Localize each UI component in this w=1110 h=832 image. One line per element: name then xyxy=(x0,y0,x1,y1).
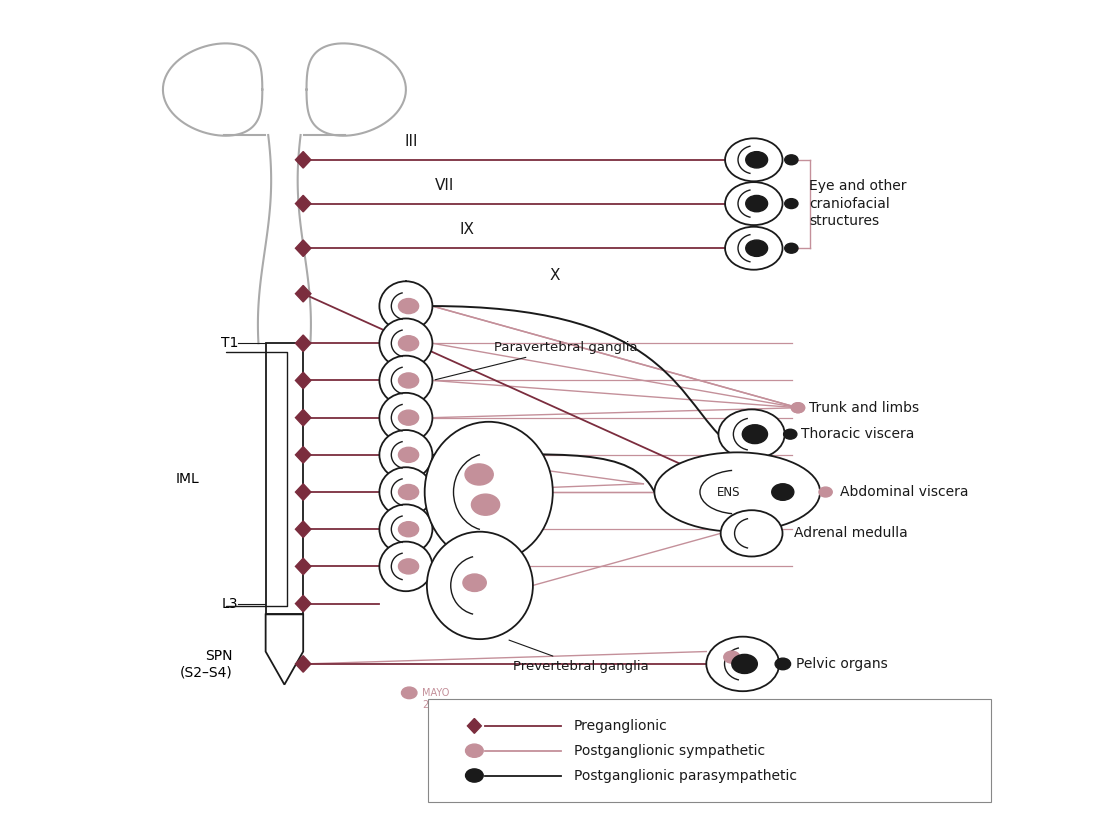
Polygon shape xyxy=(295,151,311,168)
FancyBboxPatch shape xyxy=(428,699,991,802)
Ellipse shape xyxy=(427,532,533,639)
Circle shape xyxy=(398,336,418,351)
Circle shape xyxy=(402,687,417,699)
Circle shape xyxy=(724,651,740,663)
Text: IX: IX xyxy=(460,222,474,237)
Polygon shape xyxy=(295,196,311,212)
Circle shape xyxy=(746,151,768,168)
Circle shape xyxy=(791,403,805,413)
Text: Thoracic viscera: Thoracic viscera xyxy=(801,427,915,441)
Ellipse shape xyxy=(725,182,783,225)
Circle shape xyxy=(791,403,805,413)
Circle shape xyxy=(465,464,493,485)
Text: X: X xyxy=(549,268,561,283)
Circle shape xyxy=(785,155,798,165)
Circle shape xyxy=(398,448,418,463)
Text: Preganglionic: Preganglionic xyxy=(574,719,667,733)
Polygon shape xyxy=(295,409,311,426)
Ellipse shape xyxy=(380,468,433,517)
Circle shape xyxy=(785,199,798,209)
Circle shape xyxy=(720,510,783,557)
Ellipse shape xyxy=(380,355,433,405)
Text: Prevertebral ganglia: Prevertebral ganglia xyxy=(509,640,648,673)
Text: Pelvic organs: Pelvic organs xyxy=(796,657,888,671)
Circle shape xyxy=(398,559,418,574)
Circle shape xyxy=(472,494,500,515)
Ellipse shape xyxy=(380,542,433,592)
Text: Postganglionic sympathetic: Postganglionic sympathetic xyxy=(574,744,765,758)
Circle shape xyxy=(785,243,798,253)
Ellipse shape xyxy=(655,453,820,532)
Text: 2014: 2014 xyxy=(423,701,447,711)
Circle shape xyxy=(398,299,418,314)
FancyBboxPatch shape xyxy=(265,344,303,614)
Ellipse shape xyxy=(380,430,433,479)
Text: L3: L3 xyxy=(222,597,238,611)
Circle shape xyxy=(771,483,794,500)
Polygon shape xyxy=(295,521,311,537)
Circle shape xyxy=(398,410,418,425)
Text: Postganglionic parasympathetic: Postganglionic parasympathetic xyxy=(574,769,797,783)
Text: IML: IML xyxy=(175,472,200,486)
Ellipse shape xyxy=(380,393,433,443)
Circle shape xyxy=(463,574,486,592)
Ellipse shape xyxy=(380,504,433,554)
Polygon shape xyxy=(295,335,311,352)
Polygon shape xyxy=(295,483,311,500)
Text: MAYO: MAYO xyxy=(423,688,450,698)
Ellipse shape xyxy=(425,422,553,562)
Circle shape xyxy=(746,196,768,212)
Circle shape xyxy=(398,373,418,388)
Text: III: III xyxy=(405,134,418,149)
Circle shape xyxy=(784,429,797,439)
Ellipse shape xyxy=(725,227,783,270)
Text: T1: T1 xyxy=(221,336,238,350)
Circle shape xyxy=(819,487,832,497)
Polygon shape xyxy=(295,285,311,302)
Circle shape xyxy=(465,769,483,782)
Circle shape xyxy=(746,240,768,256)
Polygon shape xyxy=(295,596,311,612)
Circle shape xyxy=(731,655,757,673)
Text: Adrenal medulla: Adrenal medulla xyxy=(794,527,907,540)
Ellipse shape xyxy=(718,409,785,459)
Text: Paravertebral ganglia: Paravertebral ganglia xyxy=(435,341,638,379)
Polygon shape xyxy=(265,614,303,685)
Polygon shape xyxy=(295,656,311,672)
Circle shape xyxy=(465,744,483,757)
Text: Eye and other
craniofacial
structures: Eye and other craniofacial structures xyxy=(809,180,907,228)
Text: Abdominal viscera: Abdominal viscera xyxy=(840,485,968,499)
Circle shape xyxy=(743,425,767,443)
Circle shape xyxy=(398,484,418,499)
Polygon shape xyxy=(295,240,311,256)
Ellipse shape xyxy=(725,138,783,181)
Circle shape xyxy=(398,522,418,537)
Polygon shape xyxy=(295,372,311,389)
Polygon shape xyxy=(295,447,311,463)
Text: VII: VII xyxy=(435,178,454,193)
Ellipse shape xyxy=(380,319,433,368)
Ellipse shape xyxy=(380,281,433,331)
Circle shape xyxy=(775,658,790,670)
Polygon shape xyxy=(467,719,482,733)
Text: SPN
(S2–S4): SPN (S2–S4) xyxy=(180,649,232,679)
Circle shape xyxy=(706,636,779,691)
Text: Trunk and limbs: Trunk and limbs xyxy=(809,401,919,414)
Text: ENS: ENS xyxy=(717,486,740,498)
Polygon shape xyxy=(295,558,311,575)
